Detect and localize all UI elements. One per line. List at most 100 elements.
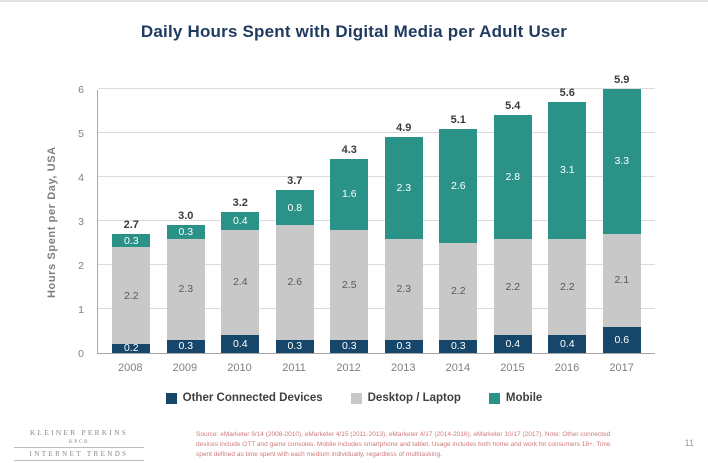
segment-value-label: 0.3 bbox=[450, 340, 466, 353]
page-number: 11 bbox=[684, 438, 694, 448]
segment-value-label: 0.4 bbox=[559, 337, 575, 350]
segment-desktop-laptop: 2.2 bbox=[548, 238, 587, 336]
brand-abbr: KPCB bbox=[68, 439, 90, 445]
y-tick-label: 2 bbox=[78, 260, 84, 272]
x-tick-label: 2010 bbox=[227, 362, 252, 374]
segment-value-label: 2.3 bbox=[396, 181, 412, 194]
total-label: 3.7 bbox=[287, 175, 303, 188]
legend: Other Connected Devices Desktop / Laptop M… bbox=[0, 392, 708, 404]
total-label: 5.4 bbox=[505, 100, 521, 113]
legend-swatch bbox=[350, 392, 362, 404]
chart-title: Daily Hours Spent with Digital Media per… bbox=[140, 22, 568, 41]
segment-value-label: 2.2 bbox=[505, 280, 521, 293]
bar-2008: 2.7 0.2 2.2 0.3 bbox=[111, 220, 151, 353]
segment-desktop-laptop: 2.4 bbox=[221, 229, 260, 336]
segment-desktop-laptop: 2.2 bbox=[439, 243, 478, 340]
gridline bbox=[98, 220, 655, 221]
segment-other-connected-devices: 0.4 bbox=[221, 335, 260, 353]
segment-other-connected-devices: 0.3 bbox=[166, 339, 205, 353]
x-tick-label: 2011 bbox=[282, 362, 306, 374]
total-label: 5.6 bbox=[559, 87, 575, 100]
bar-2013: 4.9 0.3 2.3 2.3 bbox=[384, 123, 424, 353]
brand-divider bbox=[14, 447, 144, 448]
y-tick-label: 3 bbox=[78, 216, 84, 228]
segment-other-connected-devices: 0.3 bbox=[384, 339, 423, 353]
segment-value-label: 2.2 bbox=[123, 289, 139, 302]
segment-value-label: 2.3 bbox=[396, 282, 412, 295]
bar-2017: 5.9 0.6 2.1 3.3 bbox=[602, 75, 642, 353]
x-tick-label: 2012 bbox=[336, 362, 361, 374]
segment-other-connected-devices: 0.4 bbox=[493, 335, 532, 353]
legend-label: Other Connected Devices bbox=[182, 392, 323, 404]
x-axis-labels: 2008 2009 2010 2011 2012 2013 2014 2015 2016 2017 bbox=[97, 362, 655, 374]
segment-value-label: 2.2 bbox=[450, 285, 466, 298]
segment-value-label: 2.1 bbox=[614, 274, 630, 287]
segment-value-label: 2.6 bbox=[450, 179, 466, 192]
total-label: 3.2 bbox=[232, 197, 248, 210]
segment-value-label: 0.3 bbox=[178, 225, 194, 238]
segment-value-label: 3.3 bbox=[614, 155, 630, 168]
total-label: 4.9 bbox=[396, 122, 412, 135]
segment-desktop-laptop: 2.1 bbox=[602, 234, 641, 327]
legend-label: Desktop / Laptop bbox=[367, 392, 461, 404]
y-axis-ticks: 0 1 2 3 4 5 6 bbox=[62, 84, 90, 360]
x-tick-label: 2015 bbox=[500, 362, 525, 374]
segment-value-label: 0.8 bbox=[287, 201, 303, 214]
gridlines bbox=[98, 88, 655, 353]
segment-mobile: 2.6 bbox=[439, 128, 478, 244]
y-tick-label: 6 bbox=[78, 84, 84, 96]
segment-value-label: 0.3 bbox=[287, 340, 303, 353]
segment-other-connected-devices: 0.4 bbox=[548, 335, 587, 353]
segment-value-label: 1.6 bbox=[341, 188, 357, 201]
segment-mobile: 3.1 bbox=[548, 102, 587, 239]
segment-other-connected-devices: 0.2 bbox=[112, 342, 151, 355]
segment-other-connected-devices: 0.3 bbox=[439, 339, 478, 353]
total-label: 5.1 bbox=[450, 113, 466, 126]
y-tick-label: 0 bbox=[78, 348, 84, 360]
segment-desktop-laptop: 2.2 bbox=[112, 247, 151, 345]
total-label: 3.0 bbox=[178, 210, 194, 223]
segment-mobile: 2.8 bbox=[493, 115, 532, 239]
segment-value-label: 3.1 bbox=[559, 164, 575, 177]
segment-value-label: 0.2 bbox=[123, 342, 139, 355]
total-label: 5.9 bbox=[614, 74, 630, 87]
brand-report-name: INTERNET TRENDS bbox=[29, 450, 129, 458]
segment-value-label: 0.3 bbox=[123, 234, 139, 247]
bars: 2.7 0.2 2.2 0.3 3.0 0.3 2.3 0.3 3.2 0.4 2.4 0.4 3.7 0… bbox=[98, 75, 655, 353]
brand-name: KLEINER PERKINS bbox=[29, 428, 129, 437]
bar-stack: 0.3 2.5 1.6 bbox=[330, 159, 369, 353]
y-tick-label: 4 bbox=[78, 172, 84, 184]
x-tick-label: 2014 bbox=[445, 362, 471, 374]
legend-swatch bbox=[165, 392, 177, 404]
x-tick-label: 2009 bbox=[172, 362, 198, 374]
segment-mobile: 3.3 bbox=[602, 89, 641, 235]
segment-value-label: 2.8 bbox=[505, 170, 521, 183]
segment-value-label: 0.3 bbox=[341, 340, 357, 353]
bar-stack: 0.2 2.2 0.3 bbox=[112, 234, 151, 355]
bar-stack: 0.4 2.2 3.1 bbox=[548, 102, 587, 353]
gridline bbox=[98, 264, 655, 265]
x-tick-label: 2016 bbox=[554, 362, 580, 374]
y-axis-title: Hours Spent per Day, USA bbox=[46, 146, 58, 298]
segment-value-label: 0.4 bbox=[232, 214, 248, 227]
total-label: 2.7 bbox=[123, 219, 139, 232]
gridline bbox=[98, 308, 655, 309]
legend-item-other-connected-devices: Other Connected Devices bbox=[165, 392, 323, 404]
bar-2012: 4.3 0.3 2.5 1.6 bbox=[329, 145, 369, 353]
segment-mobile: 0.3 bbox=[112, 234, 151, 248]
bar-2011: 3.7 0.3 2.6 0.8 bbox=[275, 176, 315, 353]
bar-2014: 5.1 0.3 2.2 2.6 bbox=[438, 113, 478, 353]
bar-stack: 0.4 2.4 0.4 bbox=[221, 212, 260, 353]
y-tick-label: 1 bbox=[78, 304, 84, 316]
legend-swatch bbox=[488, 392, 500, 404]
y-tick-label: 5 bbox=[78, 128, 84, 140]
segment-other-connected-devices: 0.6 bbox=[602, 326, 641, 353]
bar-2010: 3.2 0.4 2.4 0.4 bbox=[220, 198, 260, 353]
bar-2009: 3.0 0.3 2.3 0.3 bbox=[166, 211, 206, 353]
segment-value-label: 0.4 bbox=[505, 337, 521, 350]
segment-desktop-laptop: 2.5 bbox=[330, 229, 369, 340]
gridline bbox=[98, 132, 655, 133]
segment-value-label: 2.2 bbox=[559, 280, 575, 293]
bar-stack: 0.3 2.6 0.8 bbox=[275, 190, 314, 353]
